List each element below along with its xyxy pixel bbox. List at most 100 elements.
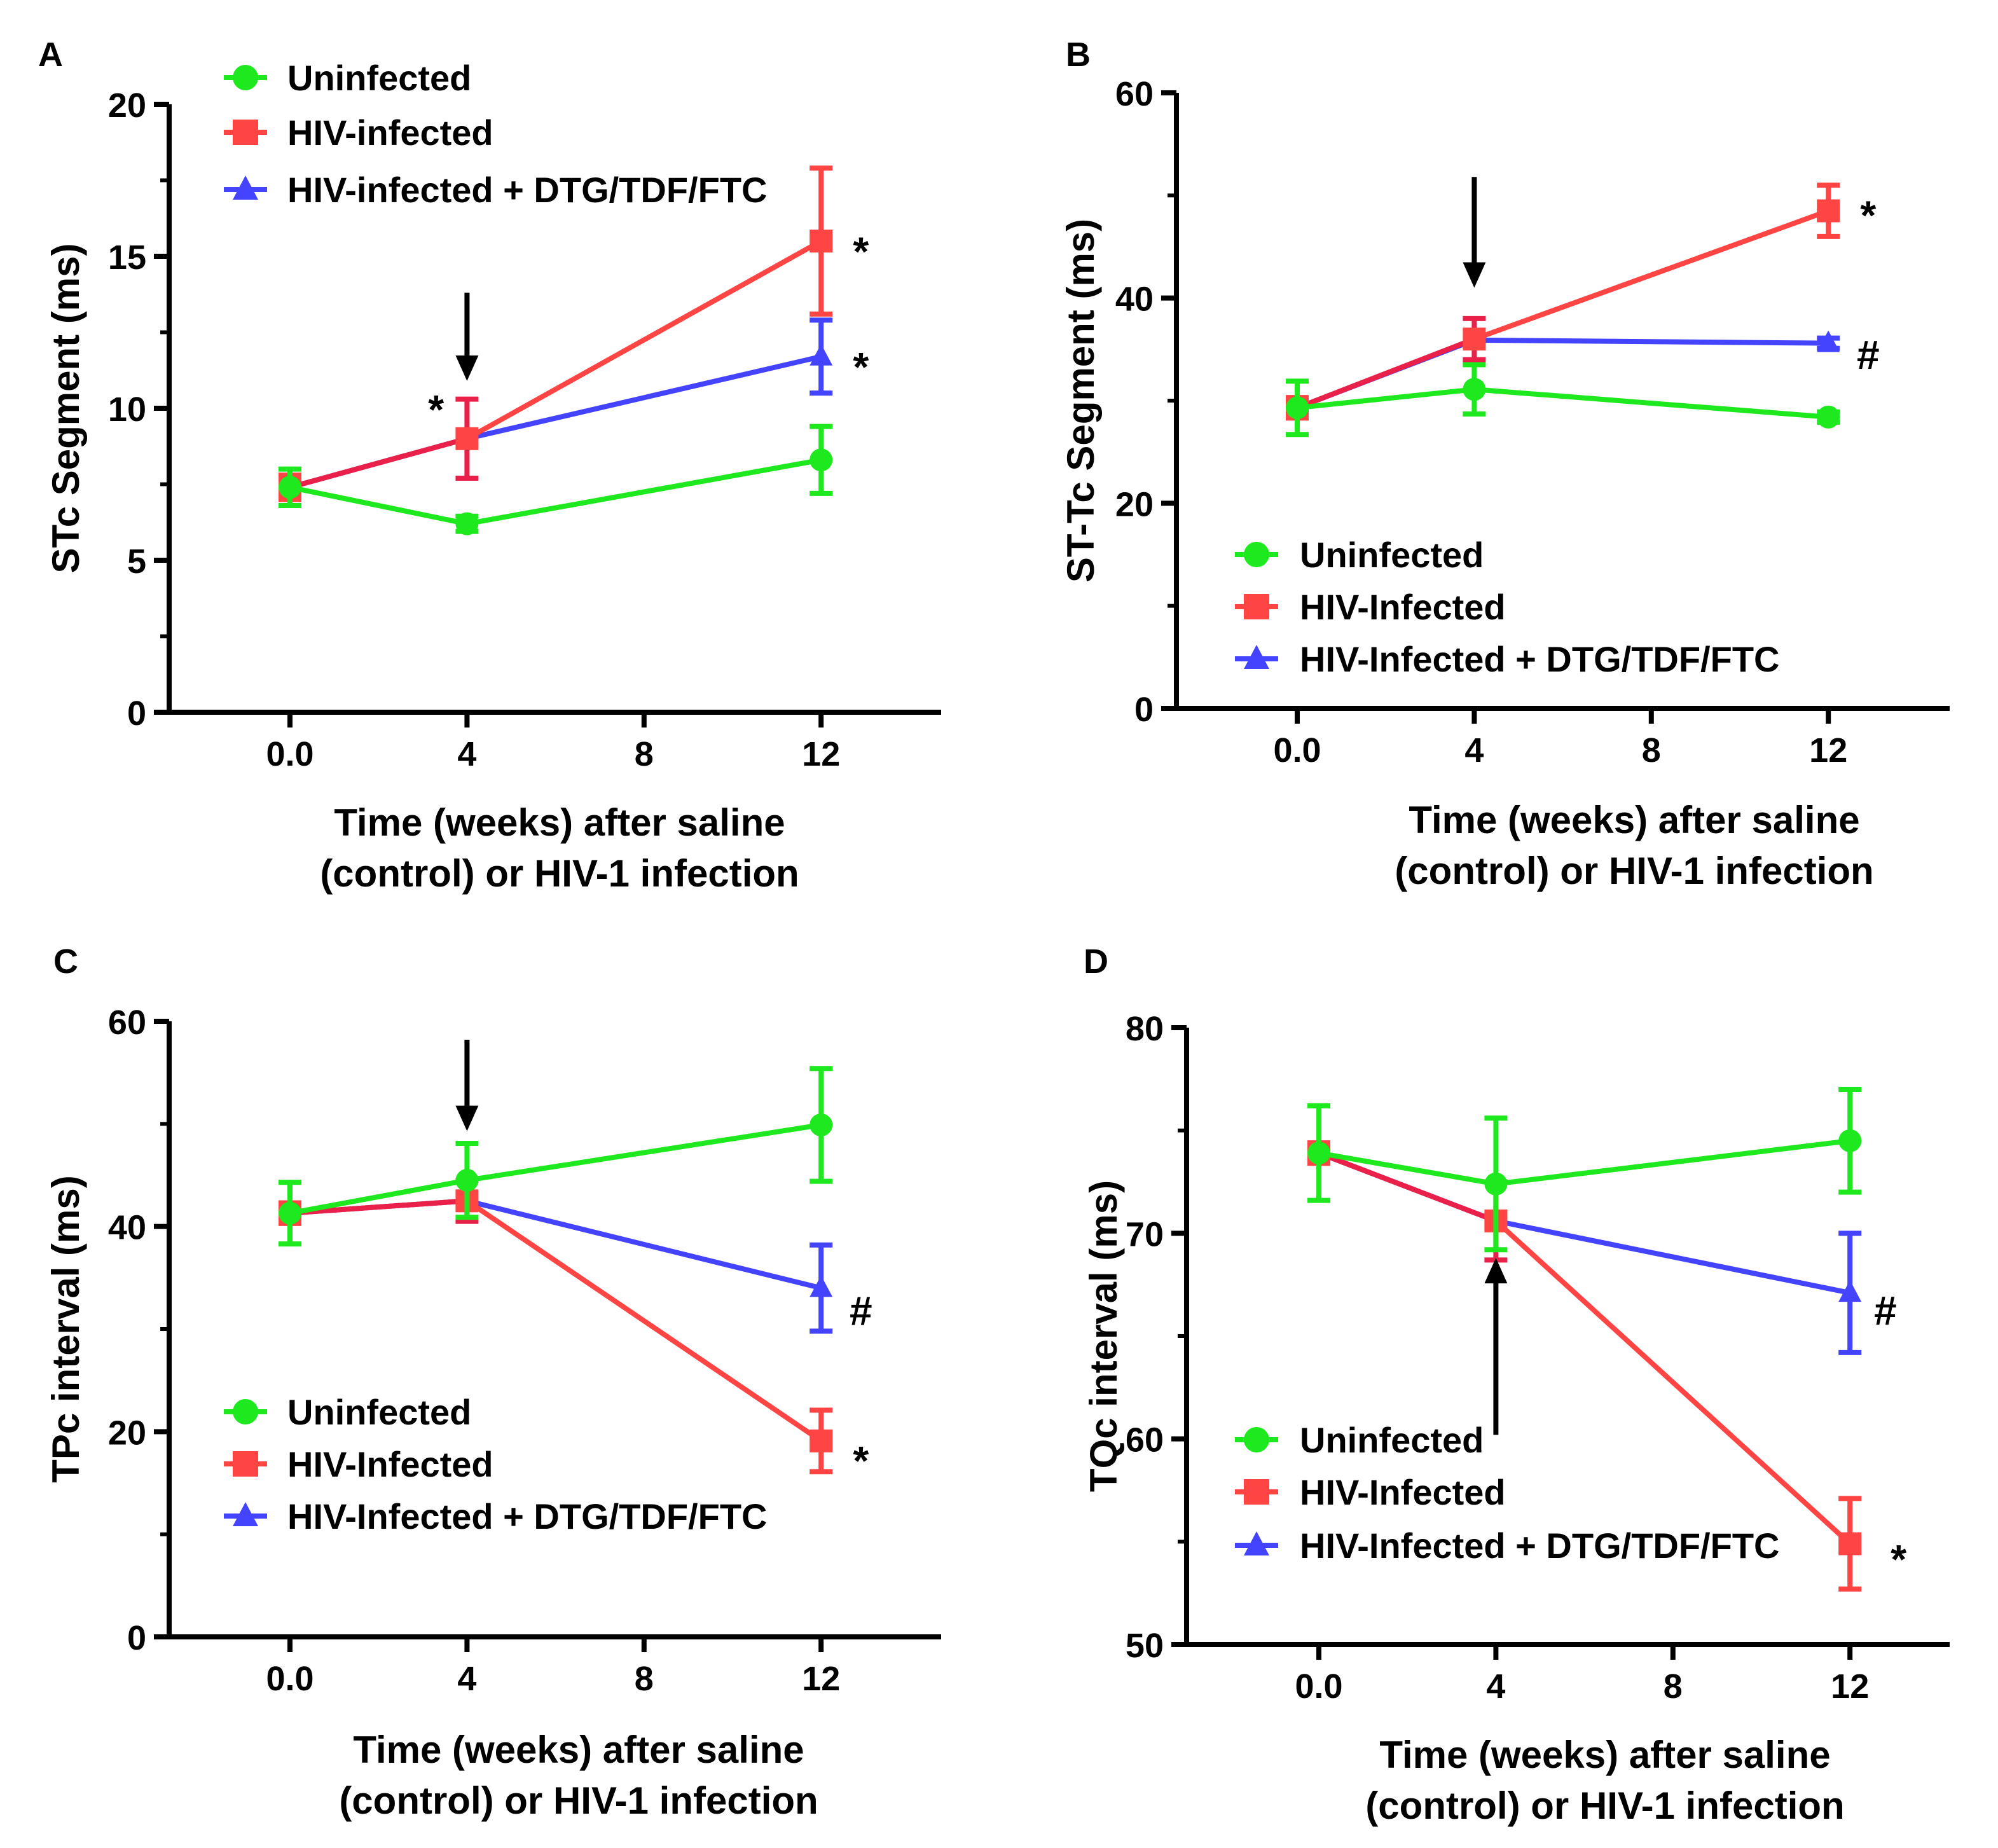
x-axis-title: Time (weeks) after saline [334, 801, 785, 844]
x-tick-label: 0.0 [266, 735, 313, 773]
legend-label: Uninfected [1300, 1420, 1484, 1460]
x-tick-label: 0.0 [266, 1660, 313, 1698]
y-tick-label: 70 [1126, 1215, 1164, 1253]
arrow-head-icon [1484, 1258, 1508, 1284]
data-point [810, 343, 833, 366]
data-point [1463, 328, 1486, 351]
panel-label: A [38, 36, 63, 74]
x-tick-label: 4 [457, 735, 476, 773]
series-uninfected [1307, 1087, 1862, 1253]
data-point [1484, 1172, 1508, 1196]
data-point [1817, 405, 1840, 429]
panel-a: A 0 5 10 15 20 0.0 4 8 12 STc Segment (ms) Time (we… [38, 36, 941, 895]
legend: Uninfected HIV-infected HIV-infected + DTG… [224, 58, 767, 210]
series-hiv [1286, 183, 1840, 421]
y-tick-label: 20 [108, 1414, 146, 1452]
panel-label: B [1066, 36, 1091, 74]
x-axis-title: (control) or HIV-1 infection [1395, 850, 1873, 892]
series-uninfected [1286, 362, 1840, 438]
y-axis-title: TPc interval (ms) [45, 1175, 87, 1483]
series-line [289, 1122, 822, 1216]
legend-marker-icon [1244, 594, 1269, 619]
x-tick-label: 12 [802, 1660, 840, 1698]
legend-marker-icon [1244, 1427, 1269, 1452]
y-axis-title: ST-Tc Segment (ms) [1059, 219, 1102, 583]
y-tick-label: 0 [127, 1619, 146, 1657]
legend-label: HIV-Infected + DTG/TDF/FTC [1300, 1526, 1779, 1566]
legend-marker-icon [233, 1399, 258, 1424]
x-tick-label: 12 [1809, 731, 1847, 769]
series-line-overlap [289, 436, 468, 490]
legend-marker-icon [233, 1451, 258, 1477]
significance-marker: * [1860, 192, 1876, 238]
legend-label: HIV-Infected + DTG/TDF/FTC [1300, 639, 1779, 679]
y-tick-label: 60 [1126, 1421, 1164, 1459]
legend-label: HIV-infected [287, 113, 493, 153]
y-tick-label: 15 [108, 238, 146, 277]
x-axis-title: (control) or HIV-1 infection [320, 852, 799, 895]
y-tick-label: 20 [1115, 485, 1154, 523]
x-tick-label: 8 [635, 735, 654, 773]
y-tick-label: 60 [108, 1003, 146, 1042]
significance-marker: * [1891, 1536, 1906, 1582]
data-point [279, 1201, 301, 1225]
x-tick-label: 12 [802, 735, 840, 773]
series-line-overlap [1296, 336, 1475, 411]
panel-d: D 50 60 70 80 0.0 4 8 12 TQc interval (ms) Time (w… [1082, 942, 1950, 1827]
legend-label: HIV-Infected [1300, 1472, 1506, 1512]
significance-marker: * [853, 1438, 869, 1484]
series-line [289, 1198, 822, 1291]
series-uninfected [279, 1066, 833, 1247]
x-axis-title: Time (weeks) after saline [353, 1728, 804, 1771]
data-point [1307, 1141, 1330, 1165]
x-axis-title: (control) or HIV-1 infection [1365, 1784, 1844, 1827]
x-tick-label: 4 [1486, 1667, 1505, 1706]
panel-label: D [1084, 942, 1108, 981]
significance-marker: # [850, 1288, 872, 1334]
data-point [1463, 378, 1486, 401]
x-tick-label: 8 [1642, 731, 1661, 769]
y-axis-title: TQc interval (ms) [1082, 1180, 1125, 1492]
significance-marker: # [1857, 332, 1880, 378]
series-line [1318, 1138, 1850, 1187]
y-tick-label: 80 [1126, 1010, 1164, 1048]
y-tick-label: 40 [1115, 280, 1154, 319]
data-point [1838, 1532, 1862, 1555]
y-axis-title: STc Segment (ms) [45, 244, 87, 574]
significance-marker: # [1874, 1288, 1897, 1334]
panel-label: C [53, 942, 78, 981]
legend-marker-icon [233, 65, 258, 90]
data-point [279, 476, 301, 499]
legend-marker-icon [1244, 542, 1269, 567]
panel-c: C 0 20 40 60 0.0 4 8 12 TPc interval (ms) Time (we… [45, 942, 941, 1822]
series-uninfected [279, 424, 833, 535]
x-tick-label: 0.0 [1273, 731, 1321, 769]
y-tick-label: 20 [108, 86, 146, 125]
series-line-overlap [289, 1198, 467, 1216]
data-point [810, 1429, 833, 1452]
data-point [810, 1113, 833, 1136]
legend: Uninfected HIV-Infected HIV-Infected + DTG… [224, 1392, 767, 1536]
x-axis-title: Time (weeks) after saline [1379, 1734, 1830, 1776]
series-line [289, 457, 822, 527]
x-tick-label: 4 [457, 1660, 476, 1698]
series-line [1297, 387, 1829, 420]
legend-label: HIV-infected + DTG/TDF/FTC [287, 170, 767, 210]
y-tick-label: 60 [1115, 75, 1154, 113]
significance-marker: * [853, 344, 869, 390]
legend: Uninfected HIV-Infected HIV-Infected + DTG… [1235, 535, 1779, 679]
y-tick-label: 10 [108, 390, 146, 429]
arrow-head-icon [455, 1105, 479, 1131]
data-point [1817, 199, 1840, 223]
legend-marker-icon [233, 120, 258, 145]
legend-label: Uninfected [287, 58, 471, 98]
legend-marker-icon [1244, 1531, 1269, 1555]
data-point [1838, 1129, 1862, 1152]
data-point [1286, 396, 1309, 420]
legend-label: HIV-Infected [287, 1444, 493, 1484]
legend-marker-icon [1244, 645, 1269, 669]
series-line-overlap [1318, 1150, 1497, 1224]
y-tick-label: 0 [127, 694, 146, 733]
significance-marker: * [428, 387, 444, 432]
legend-marker-icon [233, 176, 258, 200]
